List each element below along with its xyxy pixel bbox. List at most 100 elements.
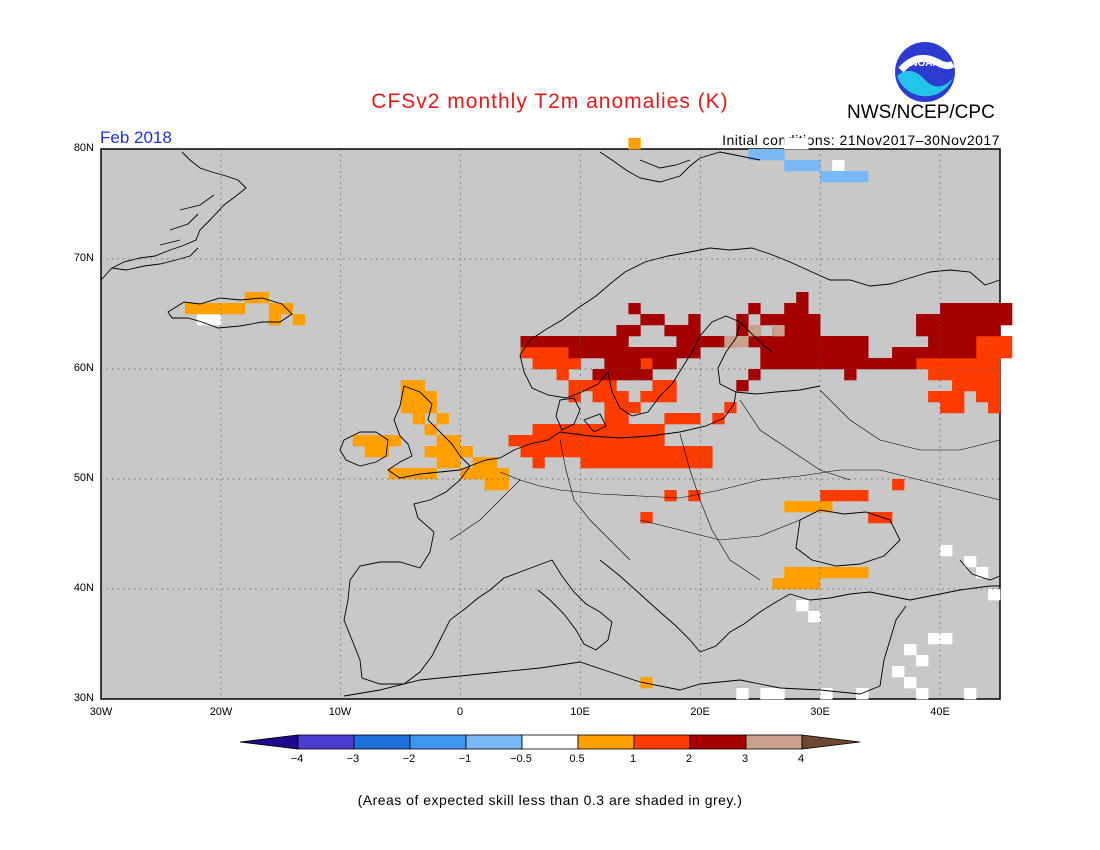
anomaly-cell-red	[532, 424, 545, 436]
colorbar-segment	[689, 734, 747, 750]
anomaly-cell-dark-red	[796, 303, 809, 315]
colorbar-segment	[745, 734, 803, 750]
anomaly-cell-red	[604, 413, 617, 425]
anomaly-cell-light-blue	[808, 160, 821, 172]
anomaly-cell-orange	[376, 435, 389, 447]
colorbar-low-arrow	[239, 734, 299, 750]
anomaly-cell-red	[988, 358, 1001, 370]
anomaly-cell-dark-red	[640, 347, 653, 359]
anomaly-cell-red	[964, 369, 977, 381]
colorbar-tick: 0.5	[569, 753, 585, 765]
colorbar-tick: 3	[741, 753, 749, 765]
anomaly-cell-red	[556, 358, 569, 370]
anomaly-cell-dark-red	[796, 347, 809, 359]
anomaly-cell-orange	[796, 567, 809, 579]
colorbar-tick: 2	[685, 753, 693, 765]
anomaly-cell-dark-red	[628, 303, 641, 315]
anomaly-cell-dark-red	[976, 303, 989, 315]
anomaly-cell-white	[964, 556, 977, 568]
anomaly-cell-white	[820, 688, 833, 700]
anomaly-cell-dark-red	[832, 336, 845, 348]
anomaly-cell-red	[568, 446, 581, 458]
anomaly-cell-red	[712, 413, 725, 425]
anomaly-cell-red	[580, 380, 593, 392]
anomaly-cell-dark-red	[796, 358, 809, 370]
colorbar-high-arrow	[801, 734, 861, 750]
anomaly-cell-dark-red	[628, 369, 641, 381]
anomaly-cell-white	[964, 688, 977, 700]
anomaly-cell-red	[952, 402, 965, 414]
anomaly-cell-red	[976, 380, 989, 392]
anomaly-cell-dark-red	[904, 347, 917, 359]
anomaly-cell-red	[652, 391, 665, 403]
anomaly-cell-red	[544, 347, 557, 359]
colorbar-segment	[633, 734, 691, 750]
anomaly-cell-orange	[388, 468, 401, 480]
anomaly-cell-orange	[448, 446, 461, 458]
anomaly-cell-orange	[484, 468, 497, 480]
anomaly-cell-red	[544, 358, 557, 370]
noaa-logo: NOAA	[895, 42, 955, 102]
lon-label-30w: 30W	[89, 706, 113, 718]
anomaly-cell-dark-red	[628, 347, 641, 359]
anomaly-cell-dark-red	[688, 325, 701, 337]
anomaly-cell-dark-red	[892, 347, 905, 359]
anomaly-cell-dark-red	[844, 369, 857, 381]
anomaly-cell-red	[940, 391, 953, 403]
anomaly-cell-orange	[400, 402, 413, 414]
anomaly-cell-dark-red	[880, 358, 893, 370]
anomaly-cell-red	[604, 457, 617, 469]
anomaly-cells	[184, 138, 1013, 700]
anomaly-cell-orange	[364, 446, 377, 458]
anomaly-cell-orange	[472, 468, 485, 480]
anomaly-cell-dark-red	[940, 314, 953, 326]
anomaly-cell-dark-red	[736, 380, 749, 392]
anomaly-cell-white	[916, 688, 929, 700]
anomaly-cell-red	[640, 424, 653, 436]
anomaly-cell-orange	[184, 303, 198, 315]
anomaly-cell-orange	[436, 413, 449, 425]
anomaly-cell-dark-red	[580, 347, 593, 359]
anomaly-cell-dark-red	[760, 314, 773, 326]
anomaly-cell-tan	[736, 336, 749, 348]
anomaly-cell-red	[604, 435, 617, 447]
anomaly-cell-dark-red	[616, 358, 629, 370]
colorbar-segment	[409, 734, 467, 750]
anomaly-cell-red	[532, 435, 545, 447]
anomaly-cell-red	[928, 369, 941, 381]
anomaly-cell-red	[688, 457, 701, 469]
anomaly-cell-red	[664, 391, 677, 403]
anomaly-cell-white	[916, 655, 929, 667]
anomaly-cell-red	[616, 402, 629, 414]
anomaly-cell-red	[568, 380, 581, 392]
colorbar-segment	[353, 734, 411, 750]
anomaly-cell-white	[928, 633, 941, 645]
lon-label-0: 0	[456, 706, 464, 718]
anomaly-cell-dark-red	[892, 358, 905, 370]
anomaly-cell-dark-red	[940, 336, 953, 348]
anomaly-cell-orange	[400, 380, 413, 392]
anomaly-cell-orange	[820, 501, 833, 513]
anomaly-cell-dark-red	[796, 325, 809, 337]
anomaly-cell-dark-red	[784, 303, 797, 315]
anomaly-cell-dark-red	[928, 336, 941, 348]
anomaly-cell-dark-red	[952, 347, 965, 359]
anomaly-cell-red	[652, 457, 665, 469]
anomaly-cell-red	[580, 435, 593, 447]
anomaly-cell-red	[592, 457, 605, 469]
anomaly-cell-orange	[784, 578, 797, 590]
anomaly-cell-dark-red	[988, 325, 1001, 337]
anomaly-cell-dark-red	[820, 347, 833, 359]
anomaly-cell-white	[808, 611, 821, 623]
anomaly-cell-orange	[376, 446, 389, 458]
anomaly-cell-white	[904, 644, 917, 656]
lat-label-60n: 60N	[73, 362, 94, 374]
anomaly-cell-red	[952, 391, 965, 403]
anomaly-cell-orange	[436, 457, 449, 469]
anomaly-cell-dark-red	[856, 347, 869, 359]
anomaly-cell-red	[616, 391, 629, 403]
anomaly-cell-dark-red	[988, 314, 1001, 326]
anomaly-cell-dark-red	[628, 325, 641, 337]
anomaly-cell-orange	[460, 446, 473, 458]
anomaly-cell-red	[616, 413, 629, 425]
